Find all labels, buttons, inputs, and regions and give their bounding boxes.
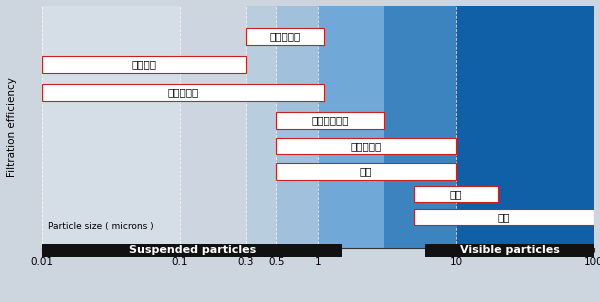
Text: タバコの煙: タバコの煙	[167, 88, 199, 98]
Bar	[42, 6, 180, 248]
Bar	[425, 244, 594, 256]
Bar	[277, 6, 318, 248]
Text: Particle size ( microns ): Particle size ( microns )	[47, 222, 153, 231]
Text: バクテリア: バクテリア	[350, 141, 382, 151]
Text: 胞子: 胞子	[450, 189, 462, 199]
Text: Filtration efficiency: Filtration efficiency	[7, 77, 17, 177]
Text: Suspended particles: Suspended particles	[128, 245, 256, 255]
Text: ウィルス: ウィルス	[131, 59, 157, 69]
Text: 産業性チリ: 産業性チリ	[269, 31, 301, 42]
Text: チリ: チリ	[360, 166, 373, 176]
Bar	[246, 28, 324, 45]
Bar	[318, 6, 384, 248]
Bar	[456, 6, 594, 248]
Bar	[277, 163, 456, 180]
Bar	[415, 209, 594, 225]
Bar	[42, 84, 324, 101]
Text: ダニの排泴物: ダニの排泴物	[311, 115, 349, 126]
Bar	[384, 6, 456, 248]
Bar	[180, 6, 246, 248]
Text: 花粉: 花粉	[498, 212, 511, 222]
Bar	[415, 186, 497, 203]
Bar	[277, 138, 456, 154]
Bar	[277, 112, 384, 129]
Text: Visible particles: Visible particles	[460, 245, 560, 255]
Bar	[246, 6, 277, 248]
Bar	[42, 56, 246, 73]
Bar	[42, 244, 343, 256]
